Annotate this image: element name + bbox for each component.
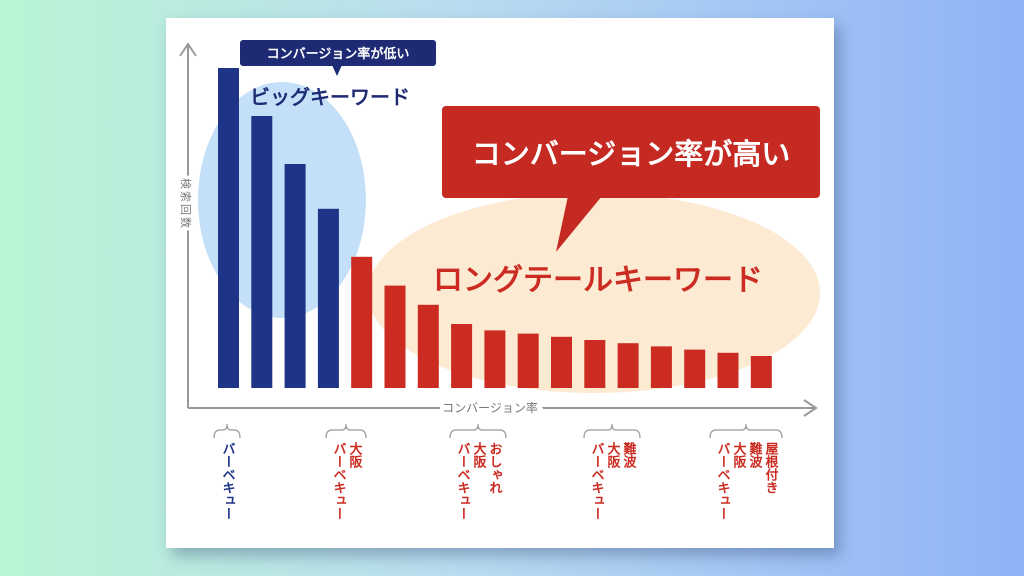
keyword-brace-2 — [325, 423, 367, 439]
longtail-bar-12 — [584, 340, 606, 388]
keyword-4-line-2: 大阪 — [605, 441, 621, 469]
big-keyword-bar-2 — [251, 116, 273, 388]
longtail-bar-14 — [650, 346, 672, 388]
keyword-5-line-4: バーベキュー — [715, 442, 731, 520]
chart-card: コンバージョン率 検索回数 コンバージョン率が低い ビッグキーワード コンバージ… — [166, 18, 834, 548]
longtail-bar-8 — [451, 324, 473, 388]
low-cvr-callout-pointer — [332, 65, 342, 76]
low-cvr-callout-box — [240, 40, 436, 66]
keyword-5-line-2: 難波 — [747, 441, 763, 469]
longtail-label: ロングテールキーワード — [433, 263, 763, 298]
high-cvr-callout-pointer — [556, 196, 602, 252]
keyword-4-line-3: バーベキュー — [589, 442, 605, 520]
y-axis-arrow — [179, 42, 197, 57]
x-axis-label: コンバージョン率 — [442, 400, 538, 415]
keyword-chart: コンバージョン率 検索回数 コンバージョン率が低い ビッグキーワード コンバージ… — [176, 40, 820, 520]
keyword-brace-1 — [213, 423, 241, 439]
y-axis-label: 検索回数 — [179, 178, 193, 230]
keyword-brace-3 — [449, 423, 507, 439]
keyword-2-line-1: 大阪 — [347, 441, 363, 469]
keyword-brace-5 — [709, 423, 783, 439]
keyword-5-line-3: 大阪 — [731, 441, 747, 469]
keyword-3-line-2: 大阪 — [471, 441, 487, 469]
longtail-bar-10 — [517, 333, 539, 388]
keyword-2-line-2: バーベキュー — [331, 442, 347, 520]
keyword-brace-4 — [583, 423, 641, 439]
keyword-3-line-3: バーベキュー — [455, 442, 471, 520]
high-cvr-callout-text: コンバージョン率が高い — [472, 137, 790, 171]
longtail-bar-6 — [384, 285, 406, 388]
longtail-highlight — [368, 193, 820, 393]
longtail-bar-16 — [717, 352, 739, 388]
keyword-5-line-1: 屋根付き — [763, 442, 779, 494]
high-cvr-callout-box — [442, 106, 820, 198]
big-keyword-bar-1 — [218, 68, 239, 388]
keyword-3-line-1: おしゃれ — [487, 442, 503, 494]
x-axis-arrow — [803, 399, 818, 417]
longtail-bar-17 — [750, 356, 772, 388]
keyword-1-line-1: バーベキュー — [220, 442, 236, 520]
longtail-bar-5 — [351, 256, 373, 388]
bar-group — [218, 68, 772, 388]
longtail-bar-9 — [484, 330, 506, 388]
longtail-bar-7 — [417, 304, 439, 388]
longtail-bar-11 — [551, 336, 572, 388]
big-keyword-bar-4 — [317, 208, 339, 388]
big-keyword-label: ビッグキーワード — [250, 85, 410, 109]
keyword-4-line-1: 難波 — [621, 441, 637, 469]
longtail-bar-13 — [617, 343, 639, 388]
big-keyword-bar-3 — [284, 164, 306, 388]
longtail-bar-15 — [684, 349, 706, 388]
low-cvr-callout-text: コンバージョン率が低い — [267, 46, 410, 62]
